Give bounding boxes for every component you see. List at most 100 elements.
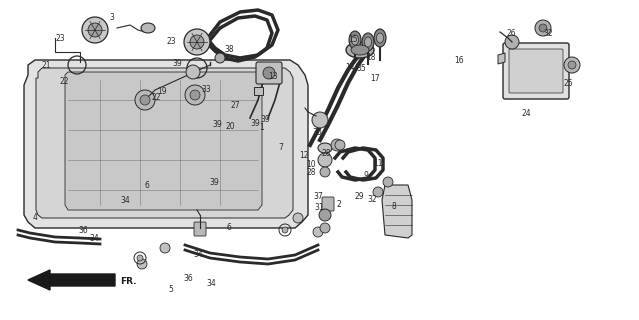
Text: 1: 1	[259, 124, 265, 132]
Circle shape	[263, 67, 275, 79]
Circle shape	[313, 227, 323, 237]
Text: 35: 35	[356, 64, 366, 73]
Text: 19: 19	[157, 87, 167, 96]
Circle shape	[186, 65, 200, 79]
Ellipse shape	[318, 143, 332, 153]
Circle shape	[318, 153, 332, 167]
Circle shape	[82, 17, 108, 43]
Text: 25: 25	[564, 79, 574, 88]
Text: 4: 4	[33, 213, 38, 222]
Circle shape	[184, 29, 210, 55]
Circle shape	[293, 213, 303, 223]
Ellipse shape	[364, 37, 371, 47]
Text: 24: 24	[521, 109, 531, 118]
Text: 32: 32	[367, 196, 377, 204]
Text: 39: 39	[209, 178, 219, 187]
Polygon shape	[24, 60, 308, 228]
Text: 36: 36	[183, 274, 194, 283]
Text: 34: 34	[193, 250, 203, 259]
Circle shape	[383, 177, 393, 187]
Text: 33: 33	[201, 85, 212, 94]
Text: 17: 17	[370, 74, 380, 83]
Circle shape	[335, 140, 345, 150]
Text: 5: 5	[169, 285, 174, 294]
Text: 34: 34	[120, 196, 130, 205]
Circle shape	[535, 20, 551, 36]
Text: 16: 16	[454, 56, 464, 65]
Circle shape	[320, 167, 330, 177]
Text: 20: 20	[225, 122, 235, 131]
Circle shape	[137, 255, 143, 261]
Text: 26: 26	[506, 29, 516, 38]
Text: 34: 34	[89, 234, 100, 243]
Circle shape	[185, 85, 205, 105]
Text: 8: 8	[392, 202, 397, 211]
Circle shape	[215, 53, 225, 63]
Text: 7: 7	[279, 143, 284, 152]
FancyBboxPatch shape	[503, 43, 569, 99]
Text: 6: 6	[144, 181, 150, 190]
Text: 29: 29	[354, 192, 364, 201]
Text: 2: 2	[336, 200, 341, 209]
Text: 28: 28	[307, 168, 316, 177]
Circle shape	[160, 243, 170, 253]
Circle shape	[88, 23, 102, 37]
Text: 6: 6	[226, 223, 231, 232]
Circle shape	[564, 57, 580, 73]
Circle shape	[282, 227, 288, 233]
Text: 14: 14	[345, 63, 355, 72]
Text: 13: 13	[268, 72, 279, 81]
Circle shape	[137, 259, 147, 269]
Text: 39: 39	[212, 120, 222, 129]
Circle shape	[190, 35, 204, 49]
Ellipse shape	[141, 23, 155, 33]
Ellipse shape	[351, 45, 369, 55]
Text: 22: 22	[152, 93, 161, 102]
Text: 39: 39	[260, 115, 270, 124]
Text: 27: 27	[230, 101, 240, 110]
FancyBboxPatch shape	[322, 197, 334, 211]
Text: 23: 23	[166, 37, 176, 46]
Polygon shape	[498, 53, 505, 64]
FancyBboxPatch shape	[256, 62, 282, 84]
Circle shape	[190, 90, 200, 100]
Circle shape	[320, 223, 330, 233]
Ellipse shape	[351, 35, 358, 45]
Text: FR.: FR.	[120, 277, 137, 286]
Circle shape	[373, 187, 383, 197]
Text: 23: 23	[56, 34, 66, 43]
Circle shape	[135, 90, 155, 110]
Ellipse shape	[362, 33, 374, 51]
Circle shape	[331, 139, 343, 151]
FancyBboxPatch shape	[194, 222, 206, 236]
Polygon shape	[36, 68, 293, 218]
Ellipse shape	[349, 31, 361, 49]
FancyBboxPatch shape	[254, 87, 263, 95]
Text: 39: 39	[250, 119, 261, 128]
Text: 39: 39	[173, 60, 183, 68]
Ellipse shape	[376, 33, 383, 43]
Text: 9: 9	[363, 172, 368, 180]
Text: 34: 34	[206, 279, 216, 288]
Text: 10: 10	[306, 160, 316, 169]
Text: 28: 28	[321, 149, 330, 158]
Text: 21: 21	[42, 61, 51, 70]
Circle shape	[312, 112, 328, 128]
Text: 38: 38	[224, 45, 234, 54]
Text: 11: 11	[374, 159, 383, 168]
Text: 36: 36	[78, 226, 88, 235]
Text: 3: 3	[109, 13, 114, 22]
Circle shape	[568, 61, 576, 69]
Text: 31: 31	[314, 204, 325, 212]
Circle shape	[505, 35, 519, 49]
Text: 18: 18	[366, 53, 375, 62]
Text: 12: 12	[300, 151, 309, 160]
Circle shape	[539, 24, 547, 32]
Circle shape	[319, 209, 331, 221]
Text: 30: 30	[312, 128, 323, 137]
Ellipse shape	[346, 42, 374, 58]
FancyArrow shape	[28, 270, 115, 290]
Text: 37: 37	[313, 192, 323, 201]
Ellipse shape	[374, 29, 386, 47]
Text: 15: 15	[348, 36, 358, 44]
